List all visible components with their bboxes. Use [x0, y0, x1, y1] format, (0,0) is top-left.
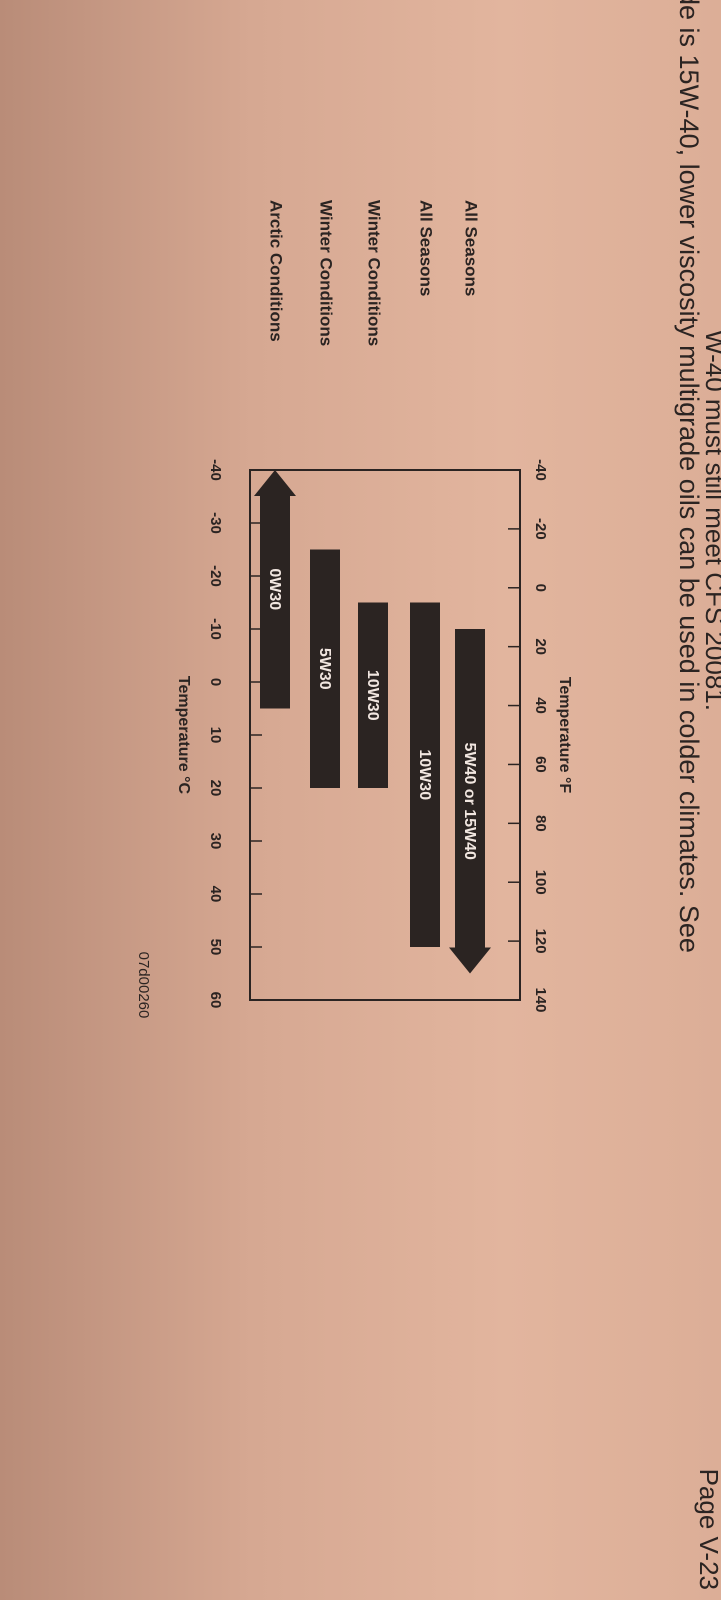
row-label: All Seasons: [417, 200, 436, 296]
row-label: Winter Conditions: [365, 200, 384, 346]
x2-tick-label: 40: [532, 697, 549, 714]
body-line: W-40 must still meet CFS 20081.: [700, 330, 721, 711]
range-bar: [310, 549, 340, 788]
x-tick-label: 60: [207, 992, 224, 1009]
row-label: All Seasons: [462, 200, 481, 296]
x-tick-label: 20: [207, 780, 224, 797]
figure-id: 07d00260: [135, 952, 152, 1019]
x-tick-label: 40: [207, 886, 224, 903]
bar-label: 10W30: [416, 749, 433, 800]
x2-tick-label: 80: [532, 815, 549, 832]
x2-label: Temperature °F: [556, 677, 573, 794]
x-tick-label: -30: [207, 512, 224, 534]
bar-label: 5W30: [316, 648, 333, 690]
x-tick-label: 50: [207, 939, 224, 956]
x2-tick-label: 100: [532, 870, 549, 895]
bar-label: 0W30: [266, 568, 283, 610]
range-bar: [449, 629, 491, 974]
x2-tick-label: 0: [532, 584, 549, 592]
x-tick-label: 30: [207, 833, 224, 850]
x-tick-label: 0: [207, 678, 224, 686]
bar-label: 10W30: [364, 670, 381, 721]
x-tick-label: -10: [207, 618, 224, 640]
x-tick-label: -20: [207, 565, 224, 587]
row-label: Winter Conditions: [317, 200, 336, 346]
x-tick-label: -40: [207, 459, 224, 481]
range-bar: [358, 602, 388, 788]
x2-tick-label: 20: [532, 638, 549, 655]
range-bar: [410, 602, 440, 947]
row-label: Arctic Conditions: [267, 200, 286, 342]
x2-tick-label: 140: [532, 987, 549, 1012]
x2-tick-label: -40: [532, 459, 549, 481]
x2-tick-label: 60: [532, 756, 549, 773]
x2-tick-label: 120: [532, 929, 549, 954]
body-line: de is 15W-40, lower viscosity multigrade…: [674, 0, 704, 953]
page-label: Page V-23: [694, 1469, 721, 1590]
range-bar: [254, 470, 296, 709]
x-label: Temperature °C: [175, 676, 192, 795]
bar-label: 5W40 or 15W40: [461, 743, 478, 860]
x-tick-label: 10: [207, 727, 224, 744]
x2-tick-label: -20: [532, 518, 549, 540]
